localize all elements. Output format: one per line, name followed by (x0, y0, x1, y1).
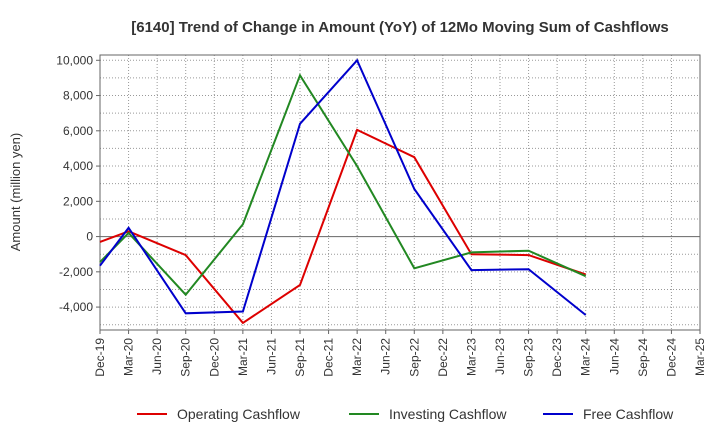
y-tick-label: 6,000 (63, 124, 93, 138)
x-tick-label: Jun-20 (150, 338, 164, 375)
legend-label-investing-cashflow: Investing Cashflow (389, 406, 507, 422)
x-tick-label: Jun-24 (607, 338, 621, 375)
x-tick-label: Sep-21 (293, 338, 307, 377)
x-tick-label: Dec-23 (550, 338, 564, 377)
free-cashflowline (99, 58, 587, 316)
y-tick-label: 0 (86, 230, 93, 244)
y-tick-label: 4,000 (63, 159, 93, 173)
x-tick-label: Sep-23 (522, 338, 536, 377)
y-tick-label: -4,000 (59, 300, 93, 314)
y-tick-label: -2,000 (59, 265, 93, 279)
y-axis-label: Amount (million yen) (8, 133, 23, 252)
x-tick-label: Mar-25 (693, 338, 707, 376)
x-tick-label: Jun-23 (493, 338, 507, 375)
x-tick-label: Dec-22 (436, 338, 450, 377)
x-tick-label: Mar-24 (579, 338, 593, 376)
legend: Operating Cashflow Investing Cashflow Free… (137, 406, 674, 422)
x-tick-label: Mar-23 (464, 338, 478, 376)
y-tick-label: 10,000 (56, 53, 93, 67)
investing-cashflowline (99, 73, 587, 297)
x-tick-label: Jun-21 (264, 338, 278, 375)
plot-area (100, 55, 700, 330)
x-tick-label: Sep-22 (407, 338, 421, 377)
y-tick-label: 2,000 (63, 194, 93, 208)
operating-cashflowline (99, 128, 587, 325)
x-tick-label: Mar-22 (350, 338, 364, 376)
x-tick-label: Mar-21 (236, 338, 250, 376)
x-tick-label: Jun-22 (379, 338, 393, 375)
x-tick-label: Sep-20 (179, 338, 193, 377)
plot-frame (99, 54, 701, 331)
axis-layer: 10,000 8,000 6,000 4,000 2,000 0 -2,000 -4,000 D… (56, 53, 707, 376)
x-tick-label: Sep-24 (636, 338, 650, 377)
y-tick-label: 8,000 (63, 89, 93, 103)
legend-label-operating-cashflow: Operating Cashflow (177, 406, 301, 422)
x-tick-label: Dec-20 (207, 338, 221, 377)
chart-title: [6140] Trend of Change in Amount (YoY) o… (131, 19, 669, 36)
x-tick-label: Mar-20 (122, 338, 136, 376)
series-layer (99, 58, 587, 325)
legend-label-free-cashflow: Free Cashflow (583, 406, 674, 422)
x-tick-label: Dec-24 (664, 338, 678, 377)
x-tick-label: Dec-21 (322, 338, 336, 377)
x-tick-label: Dec-19 (93, 338, 107, 377)
